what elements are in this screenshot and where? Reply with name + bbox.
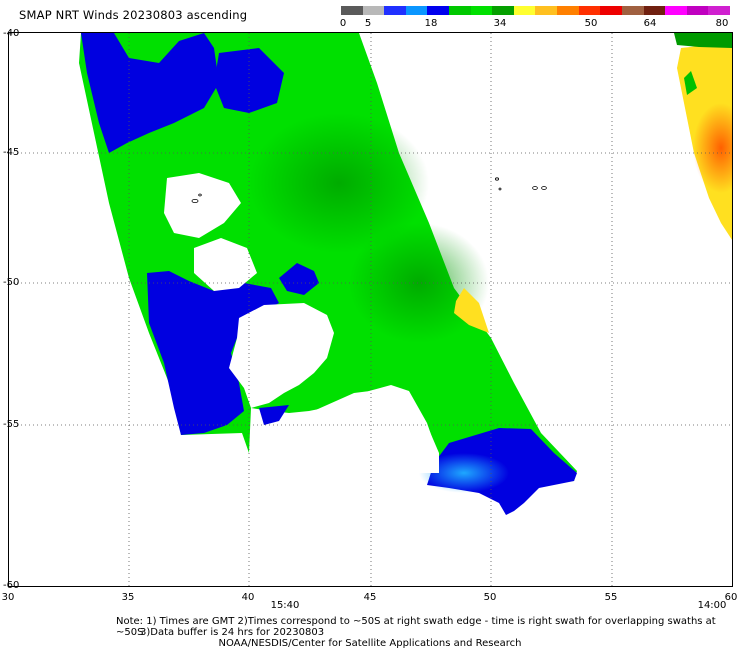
colorbar-tick: 18 bbox=[424, 18, 438, 29]
colorbar-segment bbox=[470, 6, 493, 15]
lon-label: 45 bbox=[363, 592, 377, 603]
colorbar-tick: 64 bbox=[643, 18, 657, 29]
data-gap-region bbox=[194, 238, 257, 291]
island-outline bbox=[498, 187, 502, 191]
island-outline bbox=[494, 177, 499, 181]
colorbar-tick: 50 bbox=[584, 18, 598, 29]
lat-label: -55 bbox=[3, 419, 20, 430]
lat-label: -40 bbox=[3, 28, 20, 39]
colorbar-segment bbox=[513, 6, 536, 15]
colorbar-segment bbox=[405, 6, 428, 15]
lon-label: 30 bbox=[1, 592, 15, 603]
colorbar-tick: 80 bbox=[715, 18, 729, 29]
footnote-line-2: 3)Data buffer is 24 hrs for 20230803 bbox=[140, 627, 325, 638]
wind-map-plot bbox=[8, 32, 733, 587]
wind-blue-region bbox=[279, 263, 319, 295]
wind-map-svg bbox=[9, 33, 732, 586]
wind-speed-colorbar bbox=[341, 6, 730, 15]
island-outline bbox=[191, 198, 199, 203]
graticule bbox=[9, 33, 732, 586]
lat-label: -50 bbox=[3, 277, 20, 288]
wind-blue-region bbox=[147, 271, 279, 435]
data-gap-region bbox=[309, 388, 439, 473]
wind-blue-region bbox=[259, 405, 289, 425]
lat-label: -60 bbox=[3, 580, 20, 591]
lat-label: -45 bbox=[3, 147, 20, 158]
lon-label: 50 bbox=[483, 592, 497, 603]
colorbar-segment bbox=[708, 6, 730, 15]
colorbar-segment bbox=[665, 6, 687, 15]
colorbar-segment bbox=[557, 6, 579, 15]
wind-blue-region bbox=[214, 48, 284, 113]
lon-label: 55 bbox=[604, 592, 618, 603]
island-outline bbox=[541, 186, 547, 190]
colorbar-segment bbox=[535, 6, 558, 15]
colorbar-segment bbox=[578, 6, 601, 15]
lon-label: 60 bbox=[724, 592, 738, 603]
colorbar-segment bbox=[492, 6, 514, 15]
colorbar-segment bbox=[643, 6, 666, 15]
map-title: SMAP NRT Winds 20230803 ascending bbox=[19, 8, 248, 22]
data-gap-region bbox=[229, 303, 334, 408]
wind-yellow-region bbox=[454, 288, 489, 333]
wind-orange-region bbox=[693, 103, 732, 193]
colorbar-segment bbox=[449, 6, 471, 15]
colorbar-segment bbox=[686, 6, 709, 15]
colorbar-segment bbox=[384, 6, 406, 15]
colorbar-segment bbox=[362, 6, 385, 15]
swath-time-label: 15:40 bbox=[270, 600, 300, 611]
island-outline bbox=[198, 193, 202, 197]
colorbar-segment bbox=[427, 6, 450, 15]
wind-swath-dark-green bbox=[249, 113, 429, 253]
wind-green-region bbox=[674, 33, 732, 48]
lon-label: 40 bbox=[241, 592, 255, 603]
swath-time-label: 14:00 bbox=[697, 600, 727, 611]
colorbar-segment bbox=[621, 6, 644, 15]
credit-line: NOAA/NESDIS/Center for Satellite Applica… bbox=[218, 638, 522, 649]
colorbar-segment bbox=[341, 6, 363, 15]
lon-label: 35 bbox=[121, 592, 135, 603]
data-gap-region bbox=[164, 173, 241, 238]
wind-green-region bbox=[684, 71, 697, 95]
colorbar-tick: 5 bbox=[364, 18, 372, 29]
colorbar-segment bbox=[600, 6, 622, 15]
colorbar-tick: 0 bbox=[339, 18, 347, 29]
wind-light-blue-region bbox=[419, 453, 509, 493]
colorbar-tick: 34 bbox=[493, 18, 507, 29]
wind-blue-region bbox=[81, 33, 219, 153]
island-outline bbox=[532, 186, 538, 190]
footnote-line-1: Note: 1) Times are GMT 2)Times correspon… bbox=[116, 616, 716, 638]
